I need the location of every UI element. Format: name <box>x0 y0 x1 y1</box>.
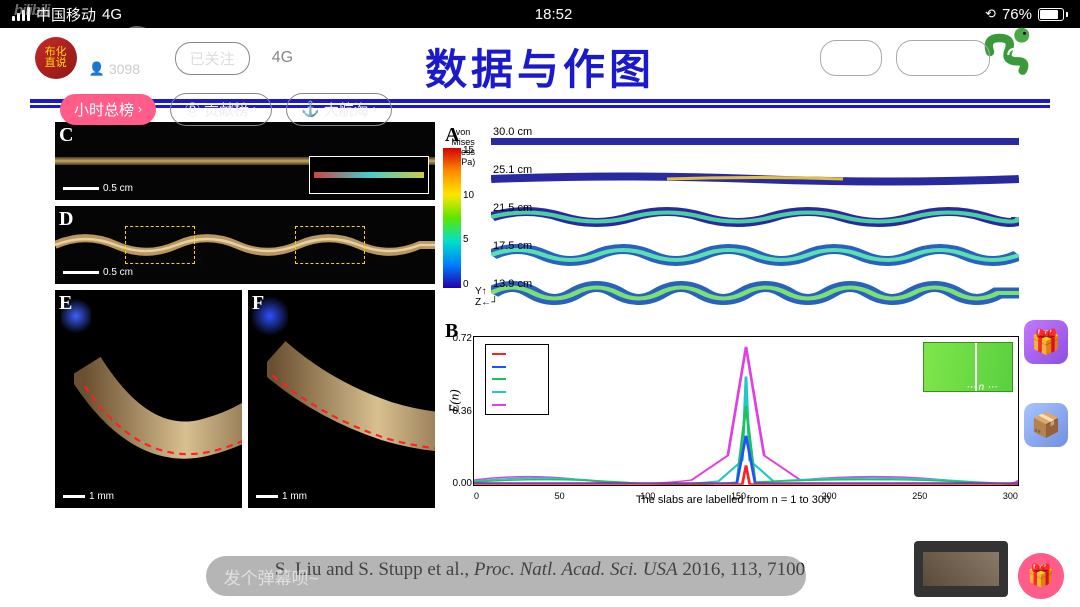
share-icon[interactable] <box>1004 42 1030 75</box>
panel-b-ylabel: E̅(n) <box>447 389 463 412</box>
coin-icon: Ⓑ <box>185 99 200 120</box>
panel-d-label: D <box>59 208 73 231</box>
countdown-timer: 05:58 <box>1031 451 1061 465</box>
side-widgets: 🎁 每日历险 📦 05:58 <box>1022 320 1070 465</box>
person-icon: 👤 <box>89 61 105 78</box>
colorbar-ticks: 15 10 5 0 <box>463 146 474 290</box>
danmaku-input[interactable]: 发个弹幕呗~ <box>206 556 806 596</box>
figure-grid: A von Misesstress (MPa) 15 10 5 0 30.0 c… <box>55 122 1025 543</box>
ribbon-row: 21.5 cm <box>491 204 1019 230</box>
tag-contribution[interactable]: Ⓑ贡献榜› <box>170 93 272 126</box>
panel-b-legend: 30.0 cm 25.1 cm 21.5 cm 17.5 cm 13.9 cm <box>485 344 549 415</box>
panel-c: C 0.5 cm <box>55 122 435 200</box>
chevron-right-icon: › <box>138 102 142 116</box>
ribbon-row: 17.5 cm <box>491 242 1019 268</box>
tag-row: 小时总榜› Ⓑ贡献榜› ⚓大航海› <box>0 88 1080 130</box>
axis-arrows: Y↑Z←┘ <box>475 286 498 308</box>
network-label: 4G <box>102 6 122 23</box>
status-bar: 中国移动 4G 18:52 ⟲ 76% <box>0 0 1080 28</box>
tag-voyage[interactable]: ⚓大航海› <box>286 93 392 126</box>
ribbon-row: 25.1 cm <box>491 166 1019 192</box>
panel-d-fiber <box>55 225 435 265</box>
watch-history-button[interactable]: 观看历史 <box>896 40 990 76</box>
ribbon-row: 30.0 cm <box>491 128 1019 154</box>
panel-b: B E̅(n) 0.720.360.00 050100150200250300 <box>441 318 1025 508</box>
right-panels: C 0.5 cm D 0.5 cm E 1 mm <box>55 122 435 508</box>
panel-d: D 0.5 cm <box>55 206 435 284</box>
panel-c-fiber <box>55 157 435 165</box>
clock: 18:52 <box>535 6 573 23</box>
panel-d-box-2 <box>295 226 365 264</box>
ribbon-stack: 30.0 cm 25.1 cm 21.5 cm 17.5 cm 13.9 cm <box>491 128 1019 306</box>
panel-f-scale: 1 mm <box>256 491 307 502</box>
panel-c-scale: 0.5 cm <box>63 183 133 194</box>
panel-b-inset <box>923 342 1013 392</box>
colorbar-title: von Misesstress (MPa) <box>443 128 483 168</box>
colorbar <box>443 148 461 288</box>
countdown-widget[interactable]: 📦 05:58 <box>1024 403 1068 465</box>
more-icon[interactable]: ⋯ <box>1041 47 1070 69</box>
panel-f: F 1 mm <box>248 290 435 508</box>
bottom-bar: ↻ ☆ 发个弹幕呗~ 🎁 <box>0 545 1080 607</box>
back-button[interactable]: ‹ <box>14 43 23 74</box>
tag-hourly-rank[interactable]: 小时总榜› <box>60 94 156 125</box>
panel-b-label: B <box>445 320 458 343</box>
viewer-count: 👤3098 <box>89 60 157 78</box>
panel-b-xlabel: The slabs are labelled from n = 1 to 300 <box>441 494 1025 506</box>
panel-e: E 1 mm <box>55 290 242 508</box>
chevron-right-icon: › <box>373 102 377 116</box>
quality-button[interactable]: 原画 <box>820 40 882 76</box>
panel-b-inset-label: ⋯ n ⋯ <box>966 382 997 393</box>
battery-icon <box>1038 8 1068 21</box>
panel-b-chart: 0.720.360.00 050100150200250300 <box>473 336 1019 486</box>
pause-button[interactable] <box>16 560 38 593</box>
daily-adventure-widget[interactable]: 🎁 每日历险 <box>1022 320 1070 385</box>
panel-d-scale: 0.5 cm <box>63 267 133 278</box>
ribbon-row: 13.9 cm <box>491 280 1019 306</box>
panel-e-scale: 1 mm <box>63 491 114 502</box>
panels-ef: E 1 mm F 1 mm <box>55 290 435 508</box>
bilibili-watermark: bilibili <box>14 2 49 19</box>
panel-f-label: F <box>252 292 264 315</box>
streamer-name: 有化直说 <box>89 38 157 60</box>
chest-icon: 📦 <box>1024 403 1068 447</box>
streamer-avatar[interactable]: 布化直说 <box>35 37 77 79</box>
panel-e-label: E <box>59 292 72 315</box>
refresh-button[interactable]: ↻ <box>60 562 80 591</box>
treasure-icon: 🎁 <box>1024 320 1068 364</box>
panel-c-inset <box>309 156 429 194</box>
panel-d-box-1 <box>125 226 195 264</box>
follow-button[interactable]: 已关注 <box>175 42 250 75</box>
danmaku-toggle[interactable] <box>146 561 174 592</box>
anchor-icon: ⚓ <box>301 100 320 118</box>
star-button[interactable]: ☆ <box>102 562 124 591</box>
rotation-lock-icon: ⟲ <box>985 6 996 22</box>
panel-a: A von Misesstress (MPa) 15 10 5 0 30.0 c… <box>441 122 1025 312</box>
gift-button[interactable]: 🎁 <box>1018 553 1064 599</box>
network-quality: 4G <box>272 49 293 67</box>
battery-percent: 76% <box>1002 6 1032 23</box>
chevron-right-icon: › <box>253 102 257 116</box>
streamer-info[interactable]: 有化直说 👤3098 <box>89 38 157 78</box>
top-nav: ‹ 布化直说 有化直说 👤3098 已关注 4G 原画 观看历史 ⋯ <box>0 28 1080 88</box>
